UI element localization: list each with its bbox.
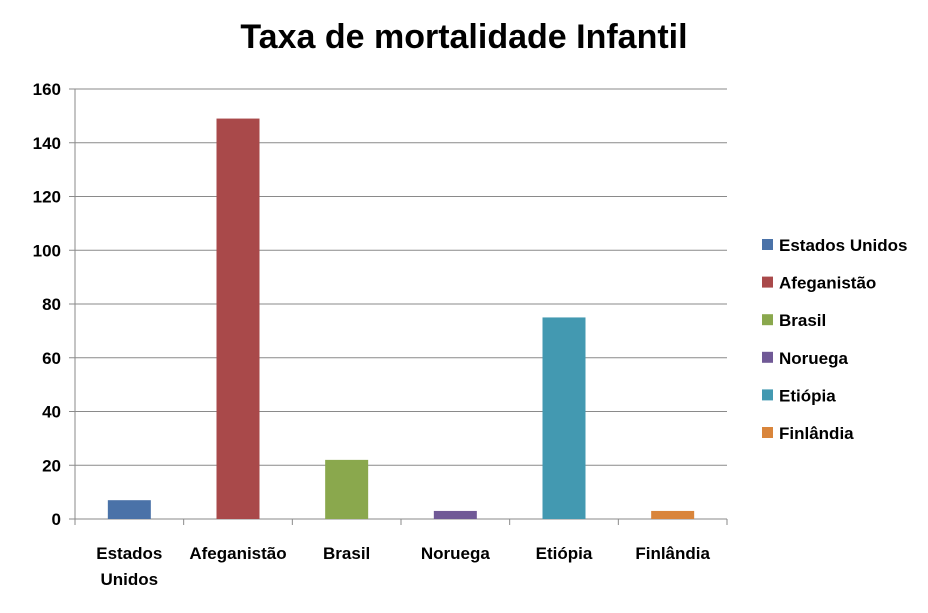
bar-1	[216, 118, 260, 519]
legend-label: Estados Unidos	[779, 236, 907, 255]
x-category-label: Brasil	[323, 544, 370, 563]
y-tick-label: 40	[42, 403, 61, 422]
bar-4	[542, 317, 586, 519]
axes	[69, 88, 728, 525]
y-tick-label: 100	[33, 241, 61, 260]
grid-lines	[75, 88, 727, 466]
y-tick-label: 120	[33, 188, 61, 207]
y-tick-label: 0	[52, 510, 61, 529]
legend-label: Etiópia	[779, 386, 836, 405]
legend: Estados Unidos Afeganistão Brasil Noruega Et…	[762, 236, 907, 443]
x-category-label: Afeganistão	[189, 544, 286, 563]
y-tick-label: 20	[42, 456, 61, 475]
x-category-label: Finlândia	[635, 544, 710, 563]
y-tick-label: 80	[42, 295, 61, 314]
legend-swatch	[762, 314, 773, 326]
legend-swatch	[762, 239, 773, 250]
bar-2	[325, 459, 369, 519]
legend-label: Brasil	[779, 311, 826, 330]
x-category-labels: Estados Unidos Afeganistão Brasil Noruega Eti…	[96, 544, 710, 589]
y-tick-labels: 0 20 40 60 80 100 120 140 160	[33, 80, 61, 529]
legend-swatch	[762, 427, 773, 438]
legend-label: Afeganistão	[779, 274, 876, 293]
bar-3	[433, 510, 477, 519]
chart-title: Taxa de mortalidade Infantil	[240, 18, 688, 56]
legend-label: Noruega	[779, 349, 849, 368]
bar-5	[651, 510, 695, 519]
x-category-label: Estados Unidos	[96, 544, 162, 589]
x-category-label: Etiópia	[536, 544, 593, 563]
bars	[107, 118, 695, 519]
legend-label: Finlândia	[779, 424, 854, 443]
legend-swatch	[762, 389, 773, 401]
bar-0	[107, 500, 151, 519]
x-category-label: Noruega	[421, 544, 491, 563]
y-tick-label: 140	[33, 134, 61, 153]
y-tick-label: 60	[42, 349, 61, 368]
y-tick-label: 160	[33, 80, 61, 99]
legend-swatch	[762, 276, 773, 288]
legend-swatch	[762, 351, 773, 363]
